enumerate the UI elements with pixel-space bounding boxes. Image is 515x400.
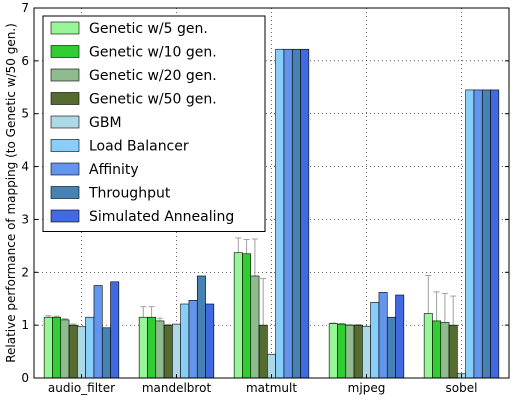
bar <box>85 316 95 379</box>
legend-label: Throughput <box>88 186 171 202</box>
bar <box>328 323 338 379</box>
y-tick-label: 5 <box>21 107 29 121</box>
bar <box>233 252 243 379</box>
bar <box>172 323 181 379</box>
bar <box>345 324 355 379</box>
bar <box>440 322 450 379</box>
bar <box>68 324 78 379</box>
legend-label: Load Balancer <box>89 139 189 155</box>
bar <box>60 319 70 379</box>
bar <box>473 89 483 379</box>
x-tick-label: mandelbrot <box>142 381 212 395</box>
y-tick-label: 3 <box>21 212 29 226</box>
legend-swatch <box>50 115 80 129</box>
bar <box>386 316 396 379</box>
x-tick-label: matmult <box>246 381 297 395</box>
y-tick-label: 0 <box>21 371 29 385</box>
legend-label: Affinity <box>89 162 139 178</box>
bars <box>43 48 500 379</box>
bar <box>423 313 433 379</box>
bar <box>362 325 371 379</box>
bar <box>353 324 363 379</box>
bar <box>93 285 103 379</box>
bar <box>275 48 285 379</box>
x-tick-label: sobel <box>446 381 478 395</box>
bar <box>138 316 148 379</box>
bar <box>465 89 475 379</box>
y-tick-label: 4 <box>21 160 29 174</box>
bar <box>147 316 157 379</box>
legend-swatch <box>50 186 80 199</box>
bar <box>283 48 293 379</box>
y-tick-label: 7 <box>21 1 29 15</box>
legend: Genetic w/5 gen. Genetic w/10 gen. Genetic… <box>42 15 266 232</box>
bar <box>448 324 458 379</box>
bar <box>300 48 310 379</box>
legend-label: Genetic w/10 gen. <box>89 45 217 61</box>
legend-label: GBM <box>89 115 122 131</box>
bar <box>481 89 491 379</box>
legend-label: Genetic w/5 gen. <box>89 21 208 37</box>
bar <box>395 294 405 379</box>
y-axis: 0 1 2 3 4 5 6 7 <box>21 1 509 385</box>
legend-label: Genetic w/50 gen. <box>89 92 217 108</box>
legend-label: Simulated Annealing <box>89 209 234 225</box>
y-tick-label: 6 <box>21 54 29 68</box>
bar <box>196 275 206 379</box>
legend-swatch <box>50 139 80 152</box>
legend-swatch <box>50 162 80 176</box>
bar <box>188 299 198 379</box>
bar <box>77 326 86 379</box>
bar <box>163 324 173 379</box>
x-tick-label: audio_filter <box>48 381 115 395</box>
bar <box>432 320 442 379</box>
bar <box>370 302 380 379</box>
legend-swatch <box>50 68 80 82</box>
y-tick-label: 1 <box>21 318 29 332</box>
bar <box>43 316 53 379</box>
bar <box>180 303 190 379</box>
bar <box>155 320 165 379</box>
legend-swatch <box>50 21 80 35</box>
bar <box>378 292 388 379</box>
legend-swatch <box>50 45 80 58</box>
y-axis-label: Relative performance of mapping (to Gene… <box>4 23 18 363</box>
legend-label: Genetic w/20 gen. <box>89 68 217 84</box>
bar <box>250 275 260 379</box>
bar <box>258 324 268 379</box>
bar <box>337 323 347 379</box>
bar <box>101 327 111 379</box>
legend-box <box>42 15 266 232</box>
legend-swatch <box>50 209 80 223</box>
x-tick-label: mjpeg <box>348 381 386 395</box>
bar <box>242 253 252 379</box>
bar <box>110 281 120 379</box>
bar <box>52 316 62 379</box>
y-tick-label: 2 <box>21 265 29 279</box>
legend-swatch <box>50 92 80 105</box>
x-axis: audio_filter mandelbrot matmult mjpeg sobel <box>48 374 478 395</box>
bar <box>205 303 215 379</box>
bar <box>490 89 500 379</box>
bar <box>291 48 301 379</box>
